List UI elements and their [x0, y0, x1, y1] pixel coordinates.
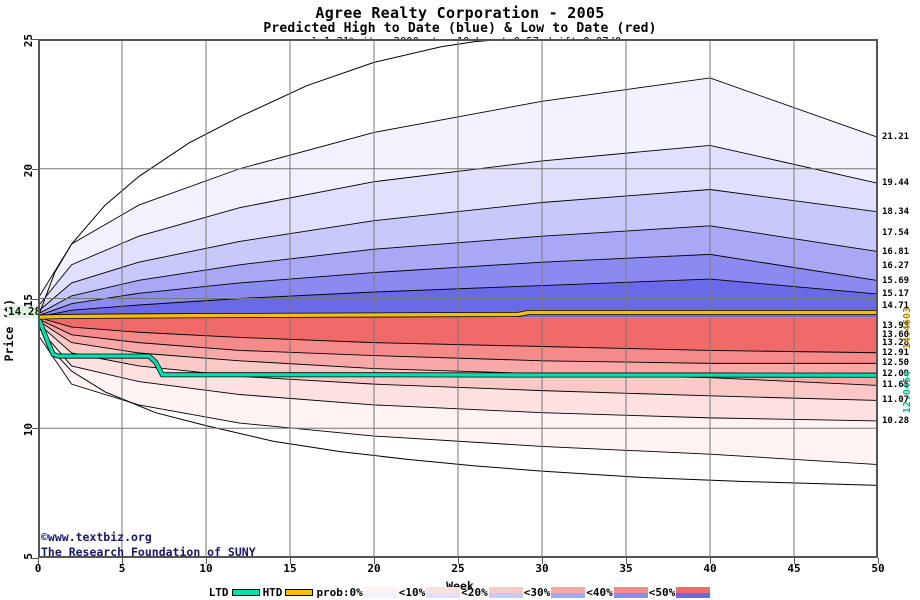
right-price-label: 12.09: [882, 369, 910, 379]
right-price-label: 16.81: [882, 246, 910, 257]
legend-band-swatch: [426, 587, 461, 598]
right-price-label: 13.93: [882, 321, 910, 332]
x-tick-30: 30: [535, 562, 549, 575]
y-tick-mark: [32, 298, 39, 300]
right-price-label: 10.28: [882, 415, 910, 426]
legend-item-htd[interactable]: HTD: [263, 586, 317, 599]
x-tick-0: 0: [34, 562, 42, 575]
x-tick-mark: [458, 558, 459, 564]
x-tick-mark: [878, 558, 879, 564]
y-tick-20: 20: [22, 163, 35, 177]
legend-band-swatch: [363, 587, 398, 598]
x-tick-mark: [290, 558, 291, 564]
right-price-label: 16.27: [882, 260, 910, 271]
right-price-label: 13.60: [882, 329, 910, 340]
legend-band-label: <10%: [398, 586, 426, 599]
x-tick-mark: [794, 558, 795, 564]
x-tick-mark: [626, 558, 627, 564]
legend-htd-swatch: [285, 589, 314, 596]
legend-band-label: <30%: [523, 586, 551, 599]
x-tick-15: 15: [283, 562, 297, 575]
right-price-label: 15.69: [882, 275, 910, 286]
legend-band-swatch: [613, 587, 648, 598]
right-price-label: 17.54: [882, 227, 910, 238]
credit-text: ©www.textbiz.org The Research Foundation…: [41, 530, 256, 560]
legend-band-swatch: [676, 587, 711, 598]
x-tick-35: 35: [619, 562, 633, 575]
y-tick-10: 10: [22, 423, 35, 437]
y-tick-mark: [32, 168, 39, 170]
credit-line-2: The Research Foundation of SUNY: [41, 545, 256, 559]
legend-item-ltd[interactable]: LTD: [209, 586, 263, 599]
legend-band-swatch: [488, 587, 523, 598]
y-tick-mark: [32, 428, 39, 430]
x-tick-20: 20: [367, 562, 381, 575]
chart-subtitle: Predicted High to Date (blue) & Low to D…: [263, 21, 657, 36]
right-price-label: 19.44: [882, 178, 910, 189]
x-tick-40: 40: [703, 562, 717, 575]
fan-chart-plot: [38, 39, 878, 558]
right-price-label: 12.50: [882, 358, 910, 369]
current-price-label: 14.28: [7, 305, 43, 318]
x-tick-45: 45: [787, 562, 801, 575]
x-tick-10: 10: [199, 562, 213, 575]
right-price-label: 18.34: [882, 206, 910, 217]
x-tick-50: 50: [871, 562, 885, 575]
x-tick-25: 25: [451, 562, 465, 575]
legend-ltd-swatch: [231, 589, 260, 596]
fan-chart-svg: [38, 39, 878, 558]
right-price-label: 13.28: [882, 338, 910, 349]
legend-band-label: <50%: [648, 586, 676, 599]
legend-band-swatch: [551, 587, 586, 598]
legend-htd-label: HTD: [262, 586, 283, 599]
ltd-value-label: 12.0454: [902, 371, 913, 414]
y-tick-15: 15: [22, 293, 35, 307]
right-price-label: 21.21: [882, 132, 910, 143]
legend-ltd-label: LTD: [208, 586, 229, 599]
legend-band-label: <40%: [586, 586, 613, 599]
x-tick-mark: [374, 558, 375, 564]
chart-legend: LTD HTD prob:0% <10% <20% <30% <40% <50%: [0, 586, 920, 599]
legend-prob-label: prob:0%: [316, 586, 363, 599]
y-tick-mark: [32, 39, 39, 40]
x-tick-mark: [542, 558, 543, 564]
right-price-label: 12.91: [882, 347, 910, 358]
x-tick-mark: [206, 558, 207, 564]
y-tick-25: 25: [22, 34, 35, 48]
right-price-label: 11.65: [882, 380, 910, 391]
chart-title: Agree Realty Corporation - 2005: [315, 4, 605, 22]
x-tick-mark: [38, 558, 39, 564]
htd-value-label: 14.4603: [902, 306, 913, 349]
x-tick-5: 5: [118, 562, 126, 575]
x-tick-mark: [122, 558, 123, 564]
y-tick-mark: [32, 558, 39, 559]
legend-band-label: <20%: [461, 586, 488, 599]
right-price-label: 14.71: [882, 301, 910, 312]
right-price-label: 15.17: [882, 289, 910, 300]
credit-line-1: ©www.textbiz.org: [41, 530, 152, 544]
x-tick-mark: [710, 558, 711, 564]
right-price-label: 11.07: [882, 395, 910, 406]
